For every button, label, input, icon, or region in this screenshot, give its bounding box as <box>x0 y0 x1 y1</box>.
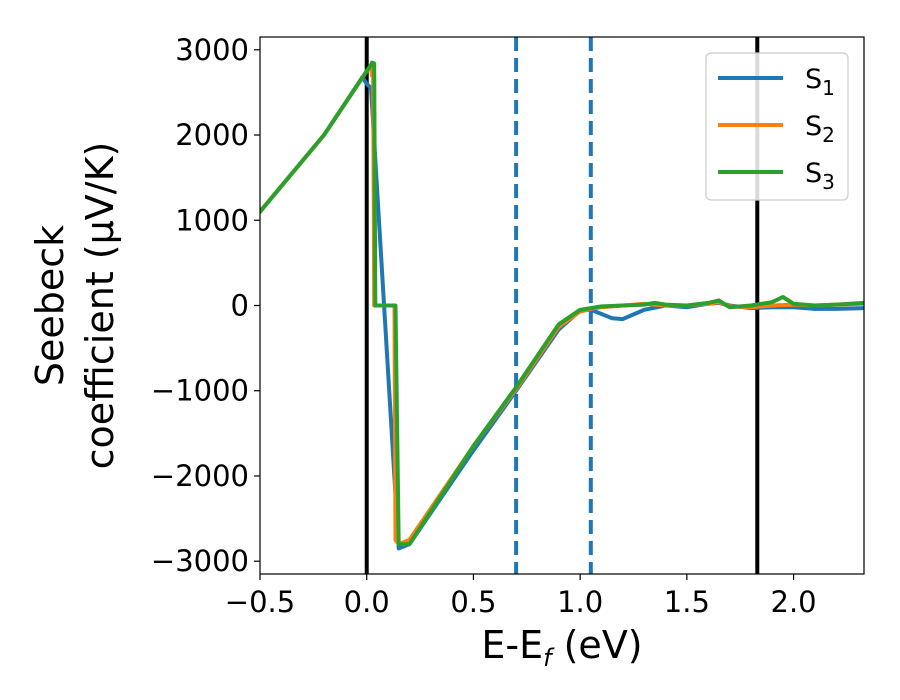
x-axis-label-main: E-E <box>481 623 543 667</box>
x-tick-label: 1.0 <box>557 585 603 619</box>
legend-label-1: S1 <box>805 64 835 100</box>
y-axis-label-line1: Seebeck <box>28 225 72 386</box>
y-tick-label: 2000 <box>175 118 249 152</box>
x-tick-label: 2.0 <box>771 585 817 619</box>
x-tick-label: 0.0 <box>344 585 390 619</box>
y-axis-label-line2: coefficient (μV/K) <box>78 142 122 470</box>
x-axis-label: E-Ef (eV) <box>481 623 642 672</box>
y-tick-label: −3000 <box>151 544 249 578</box>
series-line-3 <box>260 60 864 547</box>
x-axis-label-unit: (eV) <box>552 623 643 667</box>
legend: S1 S2 S3 <box>705 52 849 201</box>
series-lines <box>260 60 864 551</box>
x-tick-label: 1.5 <box>664 585 710 619</box>
y-tick-label: −2000 <box>151 459 249 493</box>
y-tick-label: −1000 <box>151 374 249 408</box>
legend-label-3: S3 <box>805 158 835 194</box>
legend-label-2: S2 <box>805 111 835 147</box>
y-tick-label: 3000 <box>175 33 249 67</box>
x-tick-label: −0.5 <box>225 585 295 619</box>
y-tick-label: 1000 <box>175 203 249 237</box>
axis-ticks: −0.5 0.0 0.5 1.0 1.5 2.0 −3000 −2000 −1000 0 1000 2… <box>151 33 817 619</box>
y-tick-label: 0 <box>231 289 249 323</box>
x-tick-label: 0.5 <box>450 585 496 619</box>
